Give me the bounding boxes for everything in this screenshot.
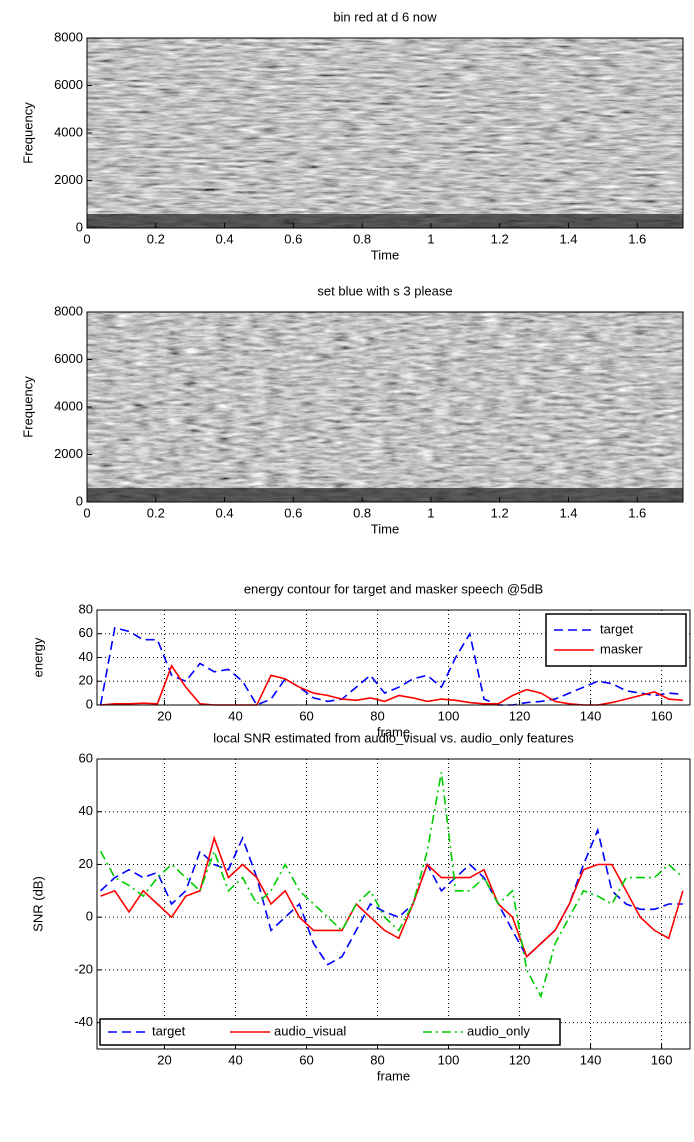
y-tick-label: 80 <box>79 601 93 616</box>
axes-frame <box>86 37 684 229</box>
y-axis-label: SNR (dB) <box>30 876 45 932</box>
x-tick-label: 120 <box>509 1052 531 1067</box>
series-line <box>99 772 684 999</box>
y-axis-label: Frequency <box>20 102 35 164</box>
x-tick-label: 0.4 <box>216 231 234 246</box>
low-band <box>87 488 683 502</box>
y-tick-label: -20 <box>74 961 93 976</box>
x-axis-label: frame <box>377 1068 410 1083</box>
x-tick-label: 1.4 <box>559 231 577 246</box>
y-tick-label: 20 <box>79 856 93 871</box>
chart-title: set blue with s 3 please <box>317 283 452 298</box>
chart-title: local SNR estimated from audio_visual vs… <box>213 730 574 745</box>
chart-title: bin red at d 6 now <box>333 9 437 24</box>
x-tick-label: 60 <box>299 1052 313 1067</box>
x-axis-label: frame <box>377 724 410 739</box>
y-tick-label: 8000 <box>54 29 83 44</box>
x-tick-label: 120 <box>509 708 531 723</box>
axes-frame <box>96 758 691 1050</box>
x-tick-label: 0.8 <box>353 231 371 246</box>
x-tick-label: 1 <box>427 505 434 520</box>
y-tick-label: 6000 <box>54 77 83 92</box>
x-tick-label: 0.2 <box>147 231 165 246</box>
x-axis-label: Time <box>371 247 399 262</box>
x-tick-label: 140 <box>580 1052 602 1067</box>
x-tick-label: 40 <box>228 1052 242 1067</box>
spectrogram-image <box>87 38 683 228</box>
y-tick-label: 20 <box>79 673 93 688</box>
chart-title: energy contour for target and masker spe… <box>244 581 543 596</box>
y-axis-label: Frequency <box>20 376 35 438</box>
x-tick-label: 0 <box>83 231 90 246</box>
y-tick-label: 0 <box>76 493 83 508</box>
x-tick-label: 40 <box>228 708 242 723</box>
x-tick-label: 1.2 <box>491 505 509 520</box>
y-tick-label: 0 <box>76 219 83 234</box>
y-axis-label: energy <box>30 637 45 677</box>
y-tick-label: 40 <box>79 649 93 664</box>
x-tick-label: 20 <box>157 708 171 723</box>
y-tick-label: 4000 <box>54 124 83 139</box>
plot-area <box>97 759 690 1049</box>
x-tick-label: 0.2 <box>147 505 165 520</box>
legend-label: audio_only <box>467 1023 530 1038</box>
axes-frame <box>86 311 684 503</box>
legend-box <box>99 1018 561 1046</box>
x-tick-label: 160 <box>651 1052 673 1067</box>
y-tick-label: 6000 <box>54 351 83 366</box>
x-tick-label: 80 <box>370 708 384 723</box>
x-tick-label: 1 <box>427 231 434 246</box>
x-tick-label: 160 <box>651 708 673 723</box>
x-tick-label: 1.2 <box>491 231 509 246</box>
x-tick-label: 1.6 <box>628 231 646 246</box>
legend-label: audio_visual <box>274 1023 346 1038</box>
y-tick-label: 4000 <box>54 398 83 413</box>
x-axis-label: Time <box>371 521 399 536</box>
legend-label: masker <box>600 641 643 656</box>
y-tick-label: 0 <box>86 909 93 924</box>
x-tick-label: 60 <box>299 708 313 723</box>
y-tick-label: 0 <box>86 696 93 711</box>
series-line <box>100 827 683 966</box>
spectrogram-image <box>87 312 683 502</box>
legend-label: target <box>600 621 634 636</box>
low-band <box>87 214 683 228</box>
x-tick-label: 0.6 <box>284 505 302 520</box>
x-tick-label: 0.4 <box>216 505 234 520</box>
series-line <box>100 835 684 959</box>
y-tick-label: 8000 <box>54 303 83 318</box>
x-tick-label: 140 <box>580 708 602 723</box>
legend-box <box>545 613 687 667</box>
y-tick-label: 40 <box>79 803 93 818</box>
x-tick-label: 20 <box>157 1052 171 1067</box>
y-tick-label: 2000 <box>54 446 83 461</box>
legend: target masker <box>545 613 687 667</box>
x-tick-label: 100 <box>438 1052 460 1067</box>
x-tick-label: 0.6 <box>284 231 302 246</box>
x-tick-label: 0.8 <box>353 505 371 520</box>
y-tick-label: -40 <box>74 1014 93 1029</box>
axes-frame <box>96 609 691 706</box>
x-tick-label: 80 <box>370 1052 384 1067</box>
legend-label: target <box>152 1023 186 1038</box>
x-tick-label: 1.6 <box>628 505 646 520</box>
y-tick-label: 2000 <box>54 172 83 187</box>
x-tick-label: 1.4 <box>559 505 577 520</box>
y-tick-label: 60 <box>79 750 93 765</box>
x-tick-label: 0 <box>83 505 90 520</box>
series-line <box>99 626 683 707</box>
y-tick-label: 60 <box>79 625 93 640</box>
legend: target audio_visual audio_only <box>99 1018 561 1046</box>
x-tick-label: 100 <box>438 708 460 723</box>
